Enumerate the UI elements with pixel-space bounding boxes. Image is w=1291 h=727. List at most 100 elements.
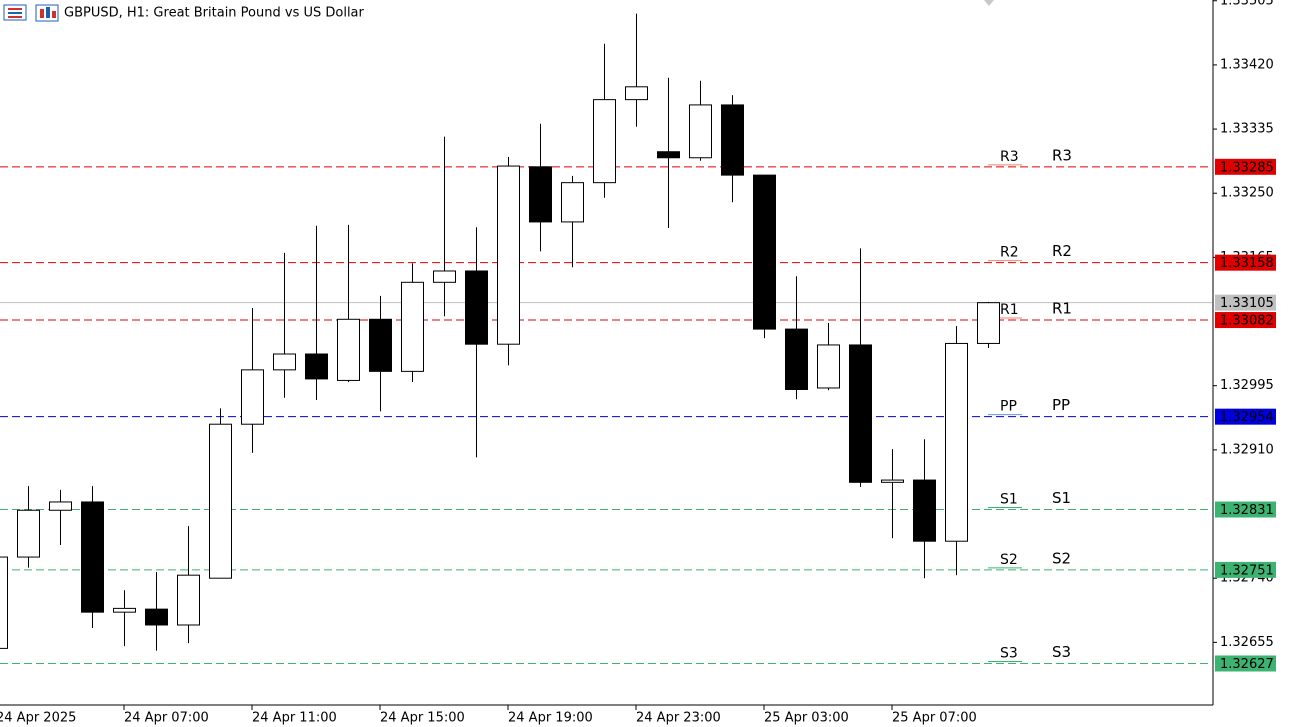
level-name-small: R2 (1000, 245, 1019, 261)
candle (0, 556, 8, 649)
candle (817, 323, 840, 391)
x-tick-label: 24 Apr 2025 (0, 711, 76, 726)
candle (49, 489, 72, 545)
candle-body (433, 270, 456, 283)
level-price-label: 1.32831 (1220, 503, 1274, 518)
candle-body (945, 342, 968, 542)
level-price-label: 1.32627 (1220, 657, 1274, 672)
candle (209, 408, 232, 579)
icon-bar (40, 9, 44, 18)
candle-body (529, 166, 552, 223)
candle-body (241, 369, 264, 425)
candle (849, 248, 872, 487)
candle (721, 95, 744, 203)
candle-body (369, 318, 392, 372)
x-tick-label: 24 Apr 07:00 (124, 711, 209, 726)
candle-body (721, 104, 744, 176)
level-price-box (1215, 561, 1276, 578)
level-name: S1 (1052, 489, 1071, 507)
candle (273, 252, 296, 398)
level-name-small: S1 (1000, 492, 1018, 508)
x-tick-label: 24 Apr 15:00 (380, 711, 465, 726)
candle-body (497, 165, 520, 345)
candle-body (401, 281, 424, 372)
current-price-label: 1.33105 (1220, 296, 1274, 311)
level-price-box (1215, 408, 1276, 425)
candle-body (913, 479, 936, 542)
level-price-box (1215, 254, 1276, 271)
x-tick-label: 25 Apr 07:00 (892, 711, 977, 726)
level-price-label: 1.33285 (1220, 160, 1274, 175)
level-price-label: 1.32751 (1220, 563, 1274, 578)
level-price-label: 1.32954 (1220, 410, 1274, 425)
candle (369, 295, 392, 412)
level-name-small: R1 (1000, 302, 1019, 318)
level-name: S2 (1052, 549, 1071, 567)
scroll-marker (984, 0, 994, 6)
y-tick-label: 1.32910 (1220, 442, 1274, 457)
candle-body (465, 270, 488, 345)
candle-body (785, 328, 808, 390)
candle-body (561, 182, 584, 223)
level-price-box (1215, 312, 1276, 329)
candle (497, 157, 520, 366)
candle-body (209, 423, 232, 579)
candle-body (625, 86, 648, 101)
candle-body (337, 318, 360, 381)
candle-body (0, 556, 8, 649)
candle (337, 224, 360, 382)
level-price-box (1215, 655, 1276, 672)
candle-body (145, 608, 168, 626)
candle (433, 136, 456, 317)
level-name-small: S3 (1000, 645, 1018, 661)
candle (401, 263, 424, 382)
icon-bar (46, 7, 50, 18)
y-tick-label: 1.33250 (1220, 186, 1274, 201)
icon-bar (52, 11, 56, 18)
candle (753, 174, 776, 339)
level-name: R1 (1052, 300, 1072, 318)
y-tick-label: 1.33420 (1220, 57, 1274, 72)
candle-body (177, 574, 200, 626)
candle (561, 175, 584, 268)
y-tick-label: 1.32995 (1220, 378, 1274, 393)
candle (465, 227, 488, 458)
x-tick-label: 24 Apr 11:00 (252, 711, 337, 726)
level-price-box (1215, 501, 1276, 518)
candle (593, 43, 616, 198)
level-price-label: 1.33158 (1220, 256, 1274, 271)
level-name: PP (1052, 396, 1070, 414)
candle-body (593, 99, 616, 184)
y-tick-label: 1.33505 (1220, 0, 1274, 8)
chart-type-icon[interactable] (35, 4, 59, 22)
candle-body (17, 509, 40, 558)
candle-body (817, 344, 840, 389)
candle (113, 590, 136, 647)
candle-body (753, 174, 776, 330)
level-price-box (1215, 158, 1276, 175)
candle (977, 301, 1000, 348)
candle-body (81, 501, 104, 613)
candle-body (113, 607, 136, 613)
level-name-small: R3 (1000, 149, 1019, 165)
candle-body (881, 479, 904, 483)
candle (945, 326, 968, 576)
candle-body (657, 151, 680, 159)
candle (625, 13, 648, 127)
level-name: S3 (1052, 643, 1071, 661)
candle (689, 80, 712, 161)
candle-body (689, 104, 712, 159)
chart-menu-icon[interactable] (3, 4, 27, 21)
candle-body (273, 353, 296, 371)
current-price-box (1215, 294, 1276, 311)
candle-body (305, 353, 328, 380)
candle (657, 77, 680, 228)
x-tick-label: 24 Apr 23:00 (636, 711, 721, 726)
level-name-small: PP (1000, 399, 1017, 415)
candle-body (49, 501, 72, 511)
x-tick-label: 24 Apr 19:00 (508, 711, 593, 726)
level-name: R2 (1052, 242, 1072, 260)
candle (913, 439, 936, 579)
x-tick-label: 25 Apr 03:00 (764, 711, 849, 726)
